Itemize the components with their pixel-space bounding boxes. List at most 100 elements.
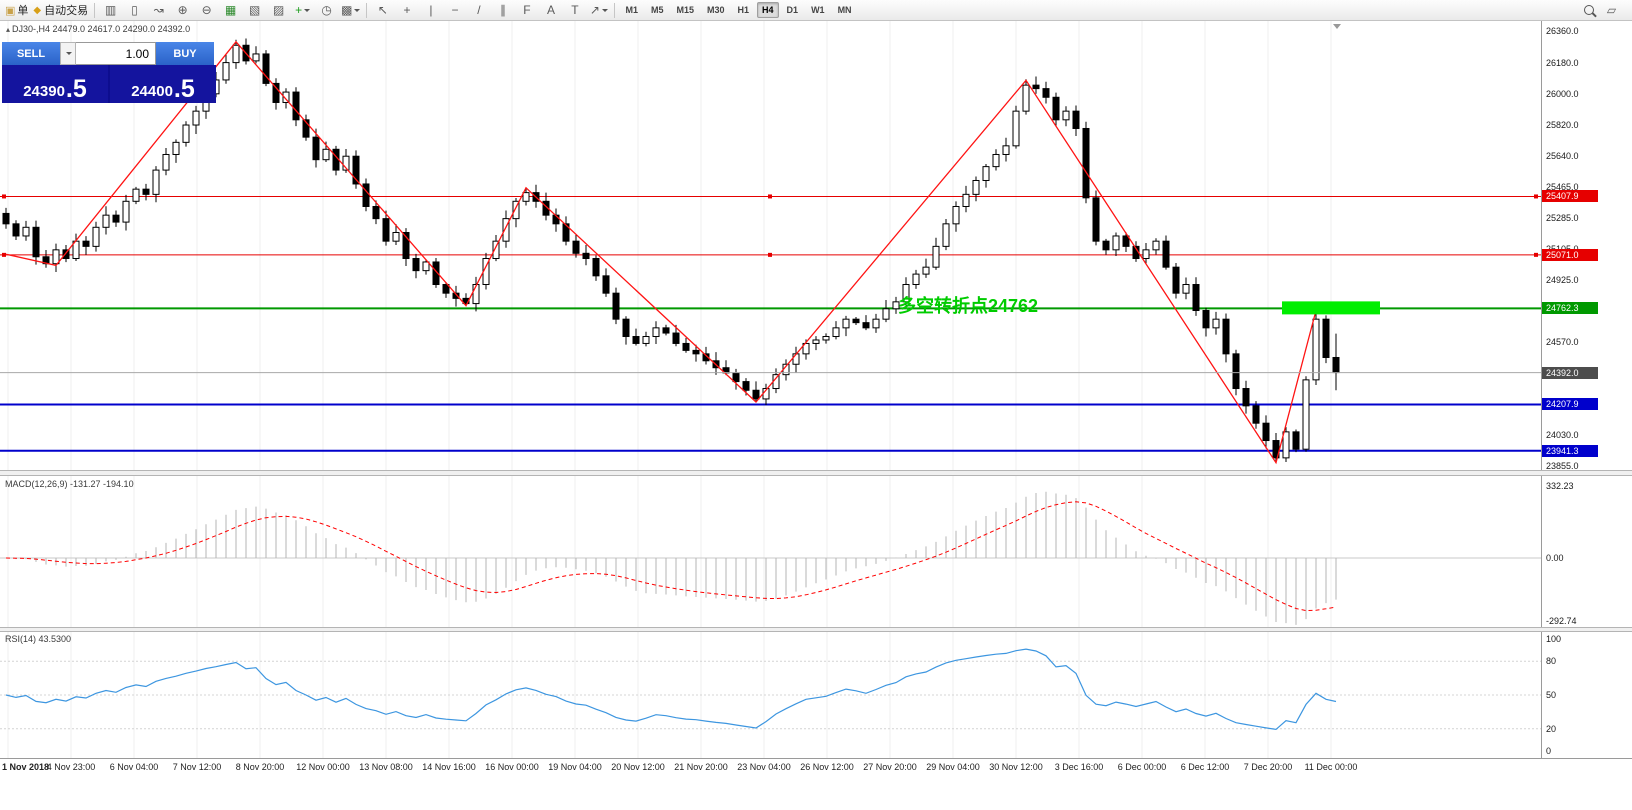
volume-input[interactable]: [76, 42, 156, 65]
price-tick: 23855.0: [1546, 460, 1579, 471]
candlestick: [842, 318, 850, 329]
chart-shift-marker-icon[interactable]: [1333, 24, 1341, 29]
rsi-label: RSI(14) 43.5300: [5, 634, 72, 644]
candlestick: [882, 308, 890, 320]
candlestick: [62, 249, 70, 260]
dropdown-caret-icon: [354, 8, 361, 12]
line-chart-icon[interactable]: ↝: [147, 1, 170, 19]
date-label: 7 Nov 12:00: [172, 762, 222, 772]
price-level-badge: 23941.3: [1542, 444, 1598, 457]
candlestick: [392, 231, 400, 242]
candlestick: [1192, 284, 1200, 312]
macd-signal-line: [5, 501, 1337, 612]
sell-button[interactable]: SELL: [2, 42, 60, 65]
candlestick: [792, 353, 800, 365]
candlestick: [1182, 284, 1190, 294]
price-tick: 24570.0: [1546, 336, 1579, 347]
candlestick: [142, 188, 150, 195]
candlestick: [412, 258, 420, 272]
autotrade-button[interactable]: ◆ 自动交易: [31, 1, 90, 19]
date-label: 23 Nov 04:00: [737, 762, 791, 772]
timeframe-w1[interactable]: W1: [811, 5, 825, 15]
trendline-icon[interactable]: /: [467, 1, 490, 19]
line-marker: [2, 252, 6, 257]
candlestick: [962, 193, 970, 207]
chart-title: ▴ DJ30-,H4 24479.0 24617.0 24290.0 24392.…: [6, 24, 190, 34]
time-axis[interactable]: 1 Nov 2018 4 Nov 23:00 6 Nov 04:00 7 Nov 12…: [0, 758, 1632, 777]
label-icon[interactable]: T: [563, 1, 586, 19]
candlestick: [922, 266, 930, 275]
line-marker: [1534, 252, 1538, 257]
price-axis[interactable]: 26360.0 26180.0 26000.0 25820.0 25640.0 25465…: [1541, 21, 1632, 758]
candlestick: [1232, 353, 1240, 390]
timeframe-mn[interactable]: MN: [837, 5, 852, 15]
candlestick: [302, 119, 310, 138]
fibonacci-icon[interactable]: F: [515, 1, 538, 19]
main-chart[interactable]: [0, 21, 1541, 470]
volume-dropdown-button[interactable]: [60, 42, 76, 65]
timeframe-d1[interactable]: D1: [786, 5, 799, 15]
new-window-icon[interactable]: ▱: [1600, 1, 1623, 19]
buy-price[interactable]: 24400 .5: [110, 65, 216, 103]
line-marker: [768, 252, 772, 257]
candlestick: [402, 231, 410, 260]
candlestick: [512, 200, 520, 220]
auto-arrange-icon[interactable]: ▧: [243, 1, 266, 19]
toolbar: ▣ 单 ◆ 自动交易 ▥ ▯ ↝ ⊕ ⊖ ▦ ▧ ▨ + ◷ ▩ ↖ + | − / ∥ F A T ↗ M1 M5 M15 M…: [0, 0, 1632, 21]
candlestick: [1252, 405, 1260, 424]
timeframe-m1[interactable]: M1: [625, 5, 638, 15]
date-label: 20 Nov 12:00: [611, 762, 665, 772]
candlestick: [1042, 88, 1050, 98]
horizontal-line-icon[interactable]: −: [443, 1, 466, 19]
chart-shift-icon[interactable]: ▨: [267, 1, 290, 19]
rsi-panel[interactable]: [0, 632, 1541, 758]
candlestick: [982, 166, 990, 181]
timeframe-m30[interactable]: M30: [707, 5, 725, 15]
candlestick: [812, 339, 820, 344]
candlestick-chart-icon[interactable]: ▯: [123, 1, 146, 19]
new-order-button[interactable]: ▣ 单: [3, 1, 30, 19]
candlestick: [1052, 96, 1060, 121]
zoom-in-icon[interactable]: ⊕: [171, 1, 194, 19]
timeframe-h4[interactable]: H4: [757, 2, 779, 18]
zoom-out-icon[interactable]: ⊖: [195, 1, 218, 19]
line-marker: [1534, 194, 1538, 199]
candlestick: [752, 389, 760, 400]
price-level-badge: 25407.9: [1542, 190, 1598, 203]
price-tick: 25465.0: [1546, 181, 1579, 192]
candlestick: [692, 349, 700, 355]
candlestick: [472, 284, 480, 305]
grid-icon[interactable]: ▩: [339, 1, 362, 19]
macd-axis-label: 0.00: [1546, 552, 1564, 563]
tile-windows-icon[interactable]: ▦: [219, 1, 242, 19]
clock-icon[interactable]: ◷: [315, 1, 338, 19]
current-price-badge: 24392.0: [1542, 366, 1598, 379]
candlestick: [1102, 240, 1110, 251]
timeframe-h1[interactable]: H1: [737, 5, 750, 15]
candlestick: [1032, 84, 1040, 90]
toolbar-right-group: ▱: [1577, 1, 1623, 19]
macd-label: MACD(12,26,9) -131.27 -194.10: [5, 479, 134, 489]
timeframe-m5[interactable]: M5: [650, 5, 664, 15]
macd-panel[interactable]: [0, 476, 1541, 627]
arrows-icon[interactable]: ↗: [587, 1, 610, 19]
bar-chart-icon[interactable]: ▥: [99, 1, 122, 19]
panel-separator[interactable]: [0, 470, 1632, 476]
buy-button[interactable]: BUY: [156, 42, 214, 65]
sell-price[interactable]: 24390 .5: [2, 65, 108, 103]
zigzag-trendline: [5, 40, 1317, 465]
panel-separator[interactable]: [0, 627, 1632, 632]
vertical-line-icon[interactable]: |: [419, 1, 442, 19]
rsi-axis-label: 50: [1546, 690, 1557, 700]
crosshair-icon[interactable]: +: [395, 1, 418, 19]
date-label: 19 Nov 04:00: [548, 762, 602, 772]
order-button-label: 单: [17, 5, 29, 17]
sell-price-pip: .5: [65, 75, 87, 103]
search-icon[interactable]: [1577, 1, 1600, 19]
timeframe-m15[interactable]: M15: [676, 5, 694, 15]
candlestick: [312, 136, 320, 161]
cursor-icon[interactable]: ↖: [371, 1, 394, 19]
new-chart-icon[interactable]: +: [291, 1, 314, 19]
text-icon[interactable]: A: [539, 1, 562, 19]
channel-icon[interactable]: ∥: [491, 1, 514, 19]
